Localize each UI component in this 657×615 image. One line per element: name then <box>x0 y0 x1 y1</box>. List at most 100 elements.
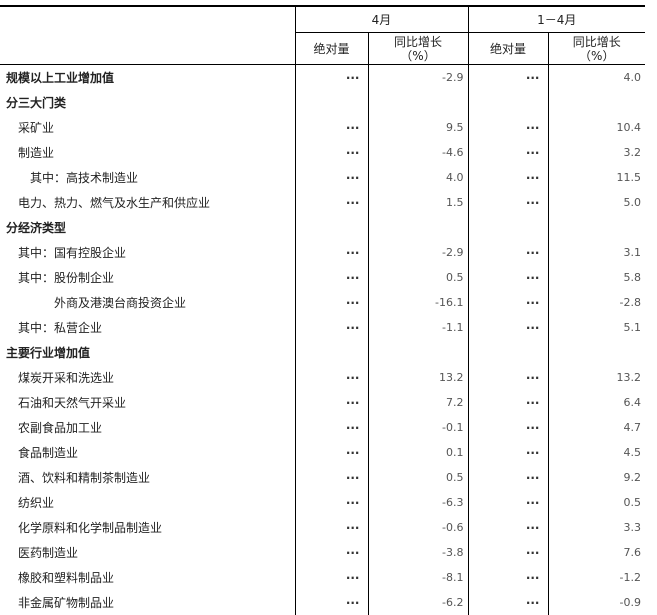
abs-april: ··· <box>294 440 368 465</box>
yoy-april: 1.5 <box>367 190 468 215</box>
abs-april: ··· <box>294 390 368 415</box>
table-row: 制造业 ··· -4.6 ··· 3.2 <box>0 140 645 165</box>
row-label: 食品制造业 <box>18 446 79 460</box>
yoy-jan-apr: 4.7 <box>547 415 645 440</box>
abs-jan-apr: ··· <box>467 64 548 90</box>
yoy-april: -2.9 <box>367 240 468 265</box>
yoy-april: 7.2 <box>367 390 468 415</box>
header-yoy-label: 同比增长 <box>393 34 442 49</box>
row-label: 医药制造业 <box>18 546 79 560</box>
yoy-jan-apr <box>547 90 645 115</box>
abs-april: ··· <box>294 240 368 265</box>
yoy-april: -2.9 <box>367 64 468 90</box>
abs-jan-apr: ··· <box>467 490 548 515</box>
abs-jan-apr: ··· <box>467 165 548 190</box>
row-label: 分经济类型 <box>6 221 67 235</box>
row-label: 外商及港澳台商投资企业 <box>54 296 187 310</box>
row-label: 橡胶和塑料制品业 <box>18 571 115 585</box>
header-april: 4月 <box>294 7 468 33</box>
row-label: 制造业 <box>18 146 55 160</box>
abs-jan-apr: ··· <box>467 190 548 215</box>
abs-jan-apr: ··· <box>467 390 548 415</box>
abs-april: ··· <box>294 315 368 340</box>
yoy-april <box>367 90 468 115</box>
abs-april: ··· <box>294 190 368 215</box>
header-row-groups: 4月 1－4月 <box>0 7 645 33</box>
table-row: 分三大门类 <box>0 90 645 115</box>
yoy-jan-apr: 3.3 <box>547 515 645 540</box>
abs-april: ··· <box>294 515 368 540</box>
table-row: 化学原料和化学制品制造业 ··· -0.6 ··· 3.3 <box>0 515 645 540</box>
abs-april: ··· <box>294 490 368 515</box>
header-abs-1: 绝对量 <box>294 32 368 65</box>
row-label: 酒、饮料和精制茶制造业 <box>18 471 151 485</box>
yoy-jan-apr: 5.1 <box>547 315 645 340</box>
abs-april: ··· <box>294 365 368 390</box>
row-label: 煤炭开采和洗选业 <box>18 371 115 385</box>
yoy-april: 0.5 <box>367 465 468 490</box>
row-label: 其中：股份制企业 <box>18 271 115 285</box>
abs-jan-apr: ··· <box>467 240 548 265</box>
row-label: 其中：私营企业 <box>18 321 103 335</box>
abs-jan-apr <box>467 90 548 115</box>
header-pct-label: （%） <box>579 48 615 63</box>
yoy-april: -8.1 <box>367 565 468 590</box>
row-label: 非金属矿物制品业 <box>18 596 115 610</box>
table-row: 分经济类型 <box>0 215 645 240</box>
row-label: 农副食品加工业 <box>18 421 103 435</box>
yoy-jan-apr: 3.1 <box>547 240 645 265</box>
yoy-jan-apr: -1.2 <box>547 565 645 590</box>
row-label: 纺织业 <box>18 496 55 510</box>
yoy-jan-apr: 13.2 <box>547 365 645 390</box>
yoy-april: -0.1 <box>367 415 468 440</box>
yoy-jan-apr: 5.8 <box>547 265 645 290</box>
yoy-april: 9.5 <box>367 115 468 140</box>
table-row: 酒、饮料和精制茶制造业 ··· 0.5 ··· 9.2 <box>0 465 645 490</box>
yoy-jan-apr: 6.4 <box>547 390 645 415</box>
abs-jan-apr <box>467 215 548 240</box>
table-row: 主要行业增加值 <box>0 340 645 365</box>
yoy-april: 0.1 <box>367 440 468 465</box>
table-row: 农副食品加工业 ··· -0.1 ··· 4.7 <box>0 415 645 440</box>
yoy-april: 13.2 <box>367 365 468 390</box>
row-label: 规模以上工业增加值 <box>6 71 115 85</box>
header-abs-2: 绝对量 <box>467 32 548 65</box>
abs-jan-apr: ··· <box>467 590 548 615</box>
row-label: 化学原料和化学制品制造业 <box>18 521 163 535</box>
abs-jan-apr: ··· <box>467 440 548 465</box>
yoy-april <box>367 340 468 365</box>
row-label: 分三大门类 <box>6 96 67 110</box>
yoy-april: 4.0 <box>367 165 468 190</box>
yoy-jan-apr <box>547 215 645 240</box>
table-row: 纺织业 ··· -6.3 ··· 0.5 <box>0 490 645 515</box>
yoy-jan-apr: 9.2 <box>547 465 645 490</box>
abs-jan-apr: ··· <box>467 265 548 290</box>
abs-april: ··· <box>294 64 368 90</box>
table-row: 其中：高技术制造业 ··· 4.0 ··· 11.5 <box>0 165 645 190</box>
row-label: 其中：国有控股企业 <box>18 246 127 260</box>
abs-april <box>294 215 368 240</box>
abs-jan-apr: ··· <box>467 365 548 390</box>
abs-jan-apr: ··· <box>467 415 548 440</box>
table-row: 电力、热力、燃气及水生产和供应业 ··· 1.5 ··· 5.0 <box>0 190 645 215</box>
yoy-april: 0.5 <box>367 265 468 290</box>
yoy-april: -6.2 <box>367 590 468 615</box>
abs-april: ··· <box>294 115 368 140</box>
table-row: 其中：股份制企业 ··· 0.5 ··· 5.8 <box>0 265 645 290</box>
header-pct-label: （%） <box>400 48 436 63</box>
table-row: 橡胶和塑料制品业 ··· -8.1 ··· -1.2 <box>0 565 645 590</box>
table-row: 煤炭开采和洗选业 ··· 13.2 ··· 13.2 <box>0 365 645 390</box>
abs-april: ··· <box>294 540 368 565</box>
abs-april: ··· <box>294 265 368 290</box>
row-label: 其中：高技术制造业 <box>30 171 139 185</box>
header-yoy-label: 同比增长 <box>572 34 621 49</box>
header-yoy-1: 同比增长 （%） <box>367 32 468 65</box>
abs-april: ··· <box>294 415 368 440</box>
table-row: 规模以上工业增加值 ··· -2.9 ··· 4.0 <box>0 64 645 90</box>
yoy-april: -3.8 <box>367 540 468 565</box>
abs-april: ··· <box>294 590 368 615</box>
abs-april <box>294 340 368 365</box>
row-label: 主要行业增加值 <box>6 346 91 360</box>
table-row: 外商及港澳台商投资企业 ··· -16.1 ··· -2.8 <box>0 290 645 315</box>
